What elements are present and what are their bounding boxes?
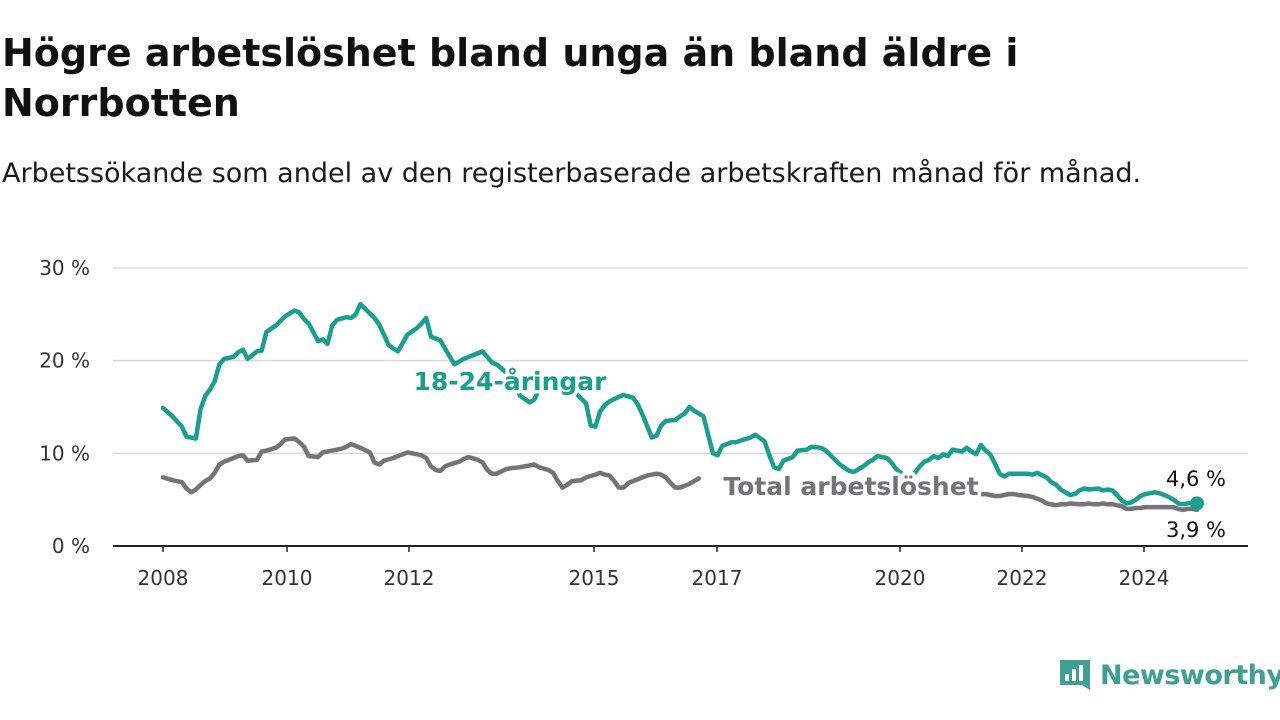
end-label-total: 3,9 % bbox=[1166, 518, 1226, 542]
y-tick-label: 30 % bbox=[39, 256, 90, 280]
x-tick-label: 2017 bbox=[692, 566, 743, 590]
end-label-total-halo: 3,9 % bbox=[1166, 518, 1226, 542]
x-tick-label: 2012 bbox=[384, 566, 435, 590]
x-axis-ticks: 2008 2010 2012 2015 2017 2020 2022 2024 bbox=[138, 546, 1170, 590]
series-line-total bbox=[978, 491, 1200, 513]
chart-subtitle: Arbetssökande som andel av den registerb… bbox=[2, 158, 1142, 189]
x-tick-label: 2008 bbox=[138, 566, 189, 590]
end-label-18-24: 4,6 % bbox=[1166, 467, 1226, 491]
y-tick-label: 20 % bbox=[39, 349, 90, 373]
series-line-total bbox=[160, 436, 702, 495]
grid-lines bbox=[113, 267, 1248, 547]
series-line-18-24 bbox=[160, 301, 1200, 507]
y-tick-label: 0 % bbox=[52, 534, 90, 558]
x-tick-label: 2022 bbox=[997, 566, 1048, 590]
end-point-18-24 bbox=[1190, 496, 1204, 511]
series-label-total-halo: Total arbetslöshet bbox=[723, 472, 978, 501]
series-label-18-24-halo: 18-24-åringar bbox=[414, 367, 608, 396]
x-tick-label: 2020 bbox=[875, 566, 926, 590]
newsworthy-logo-icon bbox=[1060, 660, 1090, 690]
brand-name: Newsworthy bbox=[1100, 659, 1280, 691]
x-tick-label: 2010 bbox=[262, 566, 313, 590]
series-label-18-24: 18-24-åringar bbox=[414, 367, 608, 396]
brand-logo: Newsworthy bbox=[1058, 655, 1280, 695]
y-tick-label: 10 % bbox=[39, 441, 90, 465]
end-label-18-24-halo: 4,6 % bbox=[1166, 467, 1226, 491]
series-lines bbox=[160, 301, 1204, 513]
x-tick-label: 2024 bbox=[1119, 566, 1170, 590]
series-label-total: Total arbetslöshet bbox=[723, 472, 978, 501]
y-axis-ticks: 0 % 10 % 20 % 30 % bbox=[39, 256, 90, 558]
chart-title: Högre arbetslöshet bland unga än bland ä… bbox=[2, 31, 1019, 125]
x-tick-label: 2015 bbox=[569, 566, 620, 590]
